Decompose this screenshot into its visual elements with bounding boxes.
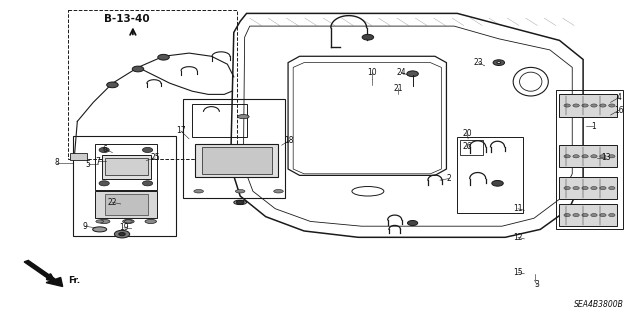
Text: 4: 4	[616, 93, 621, 102]
Circle shape	[143, 181, 153, 186]
Bar	[68, 10, 237, 160]
Ellipse shape	[125, 220, 132, 223]
Circle shape	[497, 62, 500, 63]
Bar	[70, 153, 87, 160]
Text: 5: 5	[85, 160, 90, 169]
Circle shape	[407, 71, 419, 77]
Bar	[202, 147, 272, 174]
Text: 10: 10	[367, 68, 377, 77]
Text: 20: 20	[462, 129, 472, 138]
Bar	[73, 136, 176, 236]
Circle shape	[107, 82, 118, 88]
Circle shape	[591, 155, 597, 158]
Circle shape	[573, 155, 579, 158]
Circle shape	[609, 104, 615, 107]
Circle shape	[564, 155, 570, 158]
Bar	[458, 137, 523, 213]
Circle shape	[609, 155, 615, 158]
Circle shape	[609, 187, 615, 190]
Bar	[95, 144, 157, 190]
Circle shape	[362, 34, 374, 40]
Text: SEA4B3800B: SEA4B3800B	[573, 300, 623, 308]
Bar	[559, 177, 617, 199]
Bar	[559, 94, 617, 117]
Circle shape	[119, 233, 125, 236]
Ellipse shape	[145, 219, 157, 224]
Circle shape	[573, 187, 579, 190]
Circle shape	[236, 200, 244, 204]
Ellipse shape	[237, 115, 249, 119]
Text: 26: 26	[462, 142, 472, 151]
Circle shape	[591, 213, 597, 217]
Text: 21: 21	[393, 84, 403, 93]
Circle shape	[564, 187, 570, 190]
Ellipse shape	[96, 220, 104, 223]
Text: 8: 8	[54, 158, 60, 167]
Text: 25: 25	[150, 153, 160, 162]
Circle shape	[582, 155, 588, 158]
Bar	[192, 104, 246, 137]
Bar	[559, 204, 617, 226]
Circle shape	[99, 181, 109, 186]
Text: 12: 12	[513, 233, 523, 242]
Circle shape	[132, 66, 144, 72]
Circle shape	[564, 104, 570, 107]
Circle shape	[600, 187, 606, 190]
Text: 9: 9	[83, 222, 88, 231]
Circle shape	[582, 213, 588, 217]
Circle shape	[591, 187, 597, 190]
Ellipse shape	[93, 227, 107, 232]
Circle shape	[143, 147, 153, 152]
Text: Fr.: Fr.	[68, 276, 80, 285]
Circle shape	[582, 187, 588, 190]
Text: 18: 18	[285, 136, 294, 145]
Ellipse shape	[99, 219, 110, 224]
Ellipse shape	[194, 189, 204, 193]
Circle shape	[408, 220, 418, 226]
Text: B-13-40: B-13-40	[104, 14, 149, 24]
Bar	[105, 195, 148, 215]
Text: 2: 2	[447, 174, 451, 183]
Circle shape	[600, 213, 606, 217]
Bar	[556, 90, 623, 229]
Text: 7: 7	[95, 157, 100, 166]
Circle shape	[493, 60, 504, 65]
Circle shape	[492, 181, 503, 186]
Bar	[461, 140, 483, 155]
Circle shape	[600, 155, 606, 158]
Circle shape	[564, 213, 570, 217]
Circle shape	[573, 213, 579, 217]
Bar	[105, 158, 148, 175]
Ellipse shape	[236, 189, 245, 193]
Ellipse shape	[274, 189, 284, 193]
Polygon shape	[195, 144, 278, 177]
Circle shape	[600, 104, 606, 107]
Text: 22: 22	[108, 198, 117, 207]
Text: 23: 23	[474, 58, 483, 67]
Text: 24: 24	[396, 68, 406, 77]
Text: 15: 15	[513, 268, 523, 277]
FancyArrow shape	[24, 260, 63, 286]
Ellipse shape	[123, 219, 134, 224]
Circle shape	[591, 104, 597, 107]
Text: 1: 1	[591, 122, 596, 131]
Circle shape	[573, 104, 579, 107]
Circle shape	[99, 147, 109, 152]
Bar	[182, 99, 285, 197]
Circle shape	[609, 213, 615, 217]
Polygon shape	[102, 155, 151, 179]
Circle shape	[582, 104, 588, 107]
Circle shape	[158, 54, 170, 60]
Ellipse shape	[234, 200, 246, 204]
Text: 19: 19	[119, 223, 129, 232]
Text: 11: 11	[513, 204, 523, 213]
Text: 17: 17	[176, 126, 186, 135]
Text: 6: 6	[102, 145, 108, 154]
Bar	[95, 191, 157, 218]
Text: 3: 3	[534, 280, 540, 289]
Text: 16: 16	[614, 106, 624, 115]
Circle shape	[115, 230, 130, 238]
Text: 13: 13	[602, 153, 611, 162]
Bar	[559, 145, 617, 167]
